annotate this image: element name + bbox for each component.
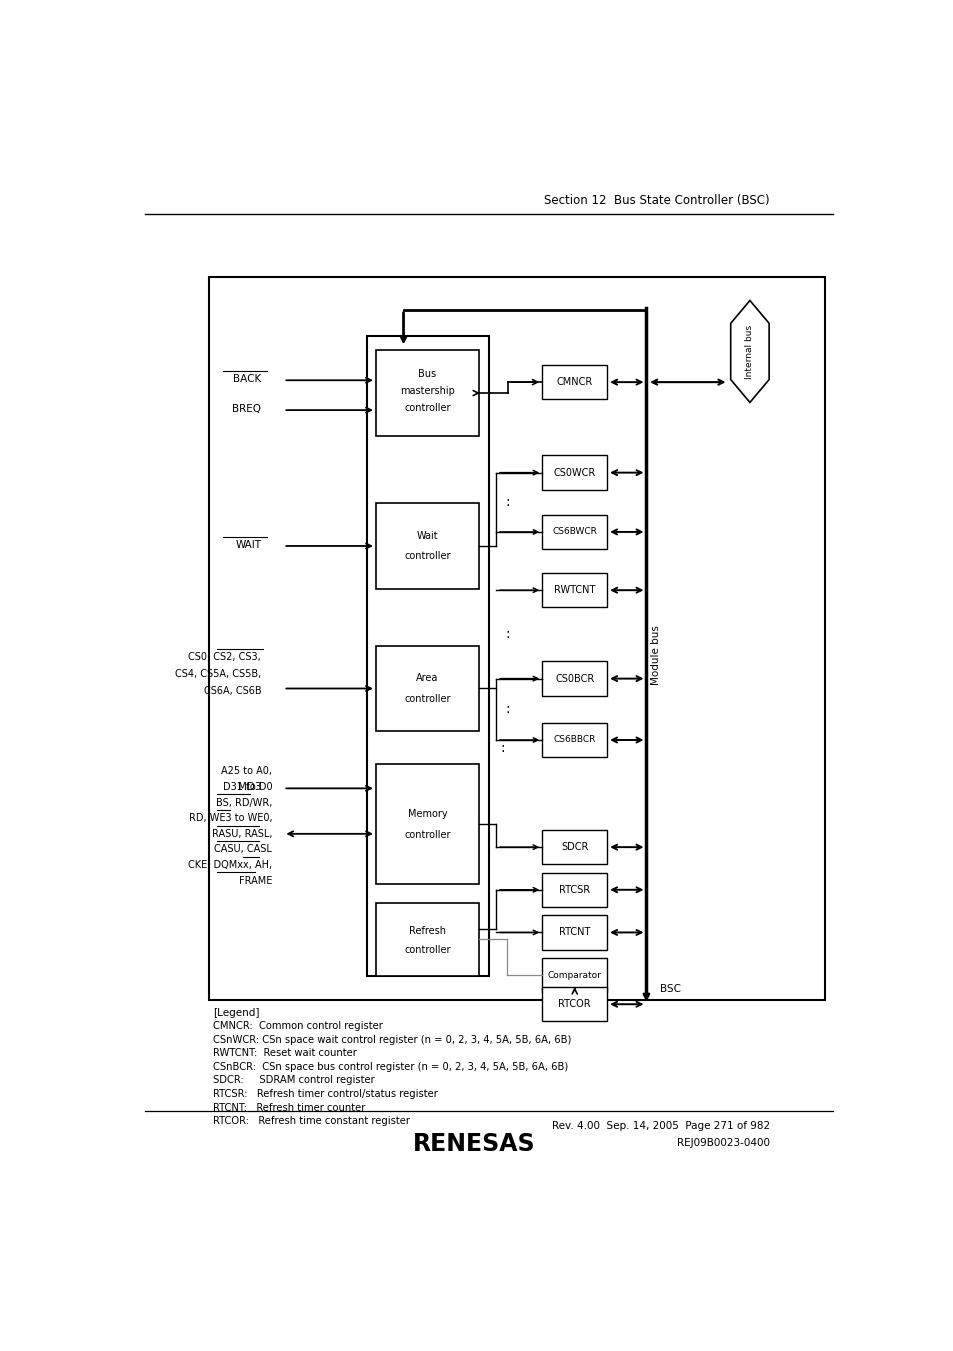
Text: BACK: BACK — [233, 374, 261, 384]
Text: A25 to A0,: A25 to A0, — [221, 766, 272, 777]
Text: D31 to D0: D31 to D0 — [222, 782, 272, 792]
Text: CS6A, CS6B: CS6A, CS6B — [203, 685, 261, 696]
Text: CS4, CS5A, CS5B,: CS4, CS5A, CS5B, — [174, 669, 261, 680]
Bar — [375, 504, 478, 589]
Text: CSnBCR:  CSn space bus control register (n = 0, 2, 3, 4, 5A, 5B, 6A, 6B): CSnBCR: CSn space bus control register (… — [213, 1062, 568, 1071]
Bar — [541, 573, 606, 608]
Text: Bus: Bus — [418, 369, 436, 380]
Text: WAIT: WAIT — [235, 540, 261, 550]
Text: controller: controller — [404, 944, 451, 955]
Text: MD3: MD3 — [237, 782, 261, 792]
Text: BSC: BSC — [659, 984, 680, 994]
Text: Module bus: Module bus — [650, 624, 660, 685]
Bar — [541, 915, 606, 950]
Text: :: : — [504, 496, 509, 509]
Bar — [541, 958, 606, 992]
Bar — [541, 873, 606, 907]
Text: controller: controller — [404, 830, 451, 840]
Text: RWTCNT:  Reset wait counter: RWTCNT: Reset wait counter — [213, 1048, 356, 1058]
Text: CS0, CS2, CS3,: CS0, CS2, CS3, — [189, 653, 261, 662]
Text: RTCSR:   Refresh timer control/status register: RTCSR: Refresh timer control/status regi… — [213, 1089, 437, 1098]
Polygon shape — [730, 300, 768, 403]
Text: controller: controller — [404, 403, 451, 412]
Text: mastership: mastership — [399, 386, 455, 396]
Bar — [375, 765, 478, 884]
Text: Refresh: Refresh — [409, 925, 446, 936]
Text: SDCR: SDCR — [560, 842, 588, 852]
Text: FRAME: FRAME — [238, 875, 272, 886]
Text: [Legend]: [Legend] — [213, 1008, 259, 1017]
Text: RTCOR: RTCOR — [558, 1000, 590, 1009]
Text: CS6BWCR: CS6BWCR — [552, 527, 597, 536]
Text: :: : — [504, 627, 509, 642]
Text: controller: controller — [404, 551, 451, 562]
Bar — [375, 902, 478, 975]
Text: CMNCR:  Common control register: CMNCR: Common control register — [213, 1021, 382, 1031]
Text: Comparator: Comparator — [547, 970, 601, 979]
Bar — [375, 350, 478, 436]
Text: RENESAS: RENESAS — [413, 1132, 535, 1155]
Text: RASU, RASL,: RASU, RASL, — [212, 828, 272, 839]
Text: Section 12  Bus State Controller (BSC): Section 12 Bus State Controller (BSC) — [543, 195, 769, 207]
Bar — [541, 365, 606, 400]
Text: SDCR:     SDRAM control register: SDCR: SDRAM control register — [213, 1075, 375, 1085]
Bar — [541, 662, 606, 696]
Bar — [541, 455, 606, 490]
Text: CS6BBCR: CS6BBCR — [553, 735, 596, 744]
Bar — [541, 988, 606, 1021]
Text: RTCSR: RTCSR — [558, 885, 590, 894]
Text: :: : — [499, 740, 504, 755]
Text: RD, WE3 to WE0,: RD, WE3 to WE0, — [189, 813, 272, 823]
Text: CASU, CASL: CASU, CASL — [214, 844, 272, 854]
Bar — [367, 336, 488, 975]
Bar — [210, 277, 824, 1000]
Text: controller: controller — [404, 694, 451, 704]
Text: RTCNT: RTCNT — [558, 927, 590, 938]
Text: :: : — [504, 703, 509, 716]
Text: BREQ: BREQ — [232, 404, 261, 413]
Bar — [541, 830, 606, 865]
Text: CKE, DQMxx, AH,: CKE, DQMxx, AH, — [188, 861, 272, 870]
Text: REJ09B0023-0400: REJ09B0023-0400 — [677, 1138, 769, 1148]
Text: Wait: Wait — [416, 531, 438, 540]
Bar — [375, 646, 478, 731]
Text: RTCNT:   Refresh timer counter: RTCNT: Refresh timer counter — [213, 1102, 365, 1112]
Text: CMNCR: CMNCR — [556, 377, 592, 388]
Text: RWTCNT: RWTCNT — [554, 585, 595, 596]
Text: Rev. 4.00  Sep. 14, 2005  Page 271 of 982: Rev. 4.00 Sep. 14, 2005 Page 271 of 982 — [551, 1121, 769, 1131]
Text: CS0BCR: CS0BCR — [555, 674, 594, 684]
Text: RTCOR:   Refresh time constant register: RTCOR: Refresh time constant register — [213, 1116, 410, 1125]
Text: Area: Area — [416, 673, 438, 684]
Text: Internal bus: Internal bus — [744, 324, 754, 378]
Text: BS, RD/WR,: BS, RD/WR, — [215, 797, 272, 808]
Text: Memory: Memory — [407, 809, 447, 819]
Bar — [541, 723, 606, 757]
Text: CSnWCR: CSn space wait control register (n = 0, 2, 3, 4, 5A, 5B, 6A, 6B): CSnWCR: CSn space wait control register … — [213, 1035, 571, 1044]
Text: CS0WCR: CS0WCR — [553, 467, 596, 478]
Bar — [541, 515, 606, 549]
